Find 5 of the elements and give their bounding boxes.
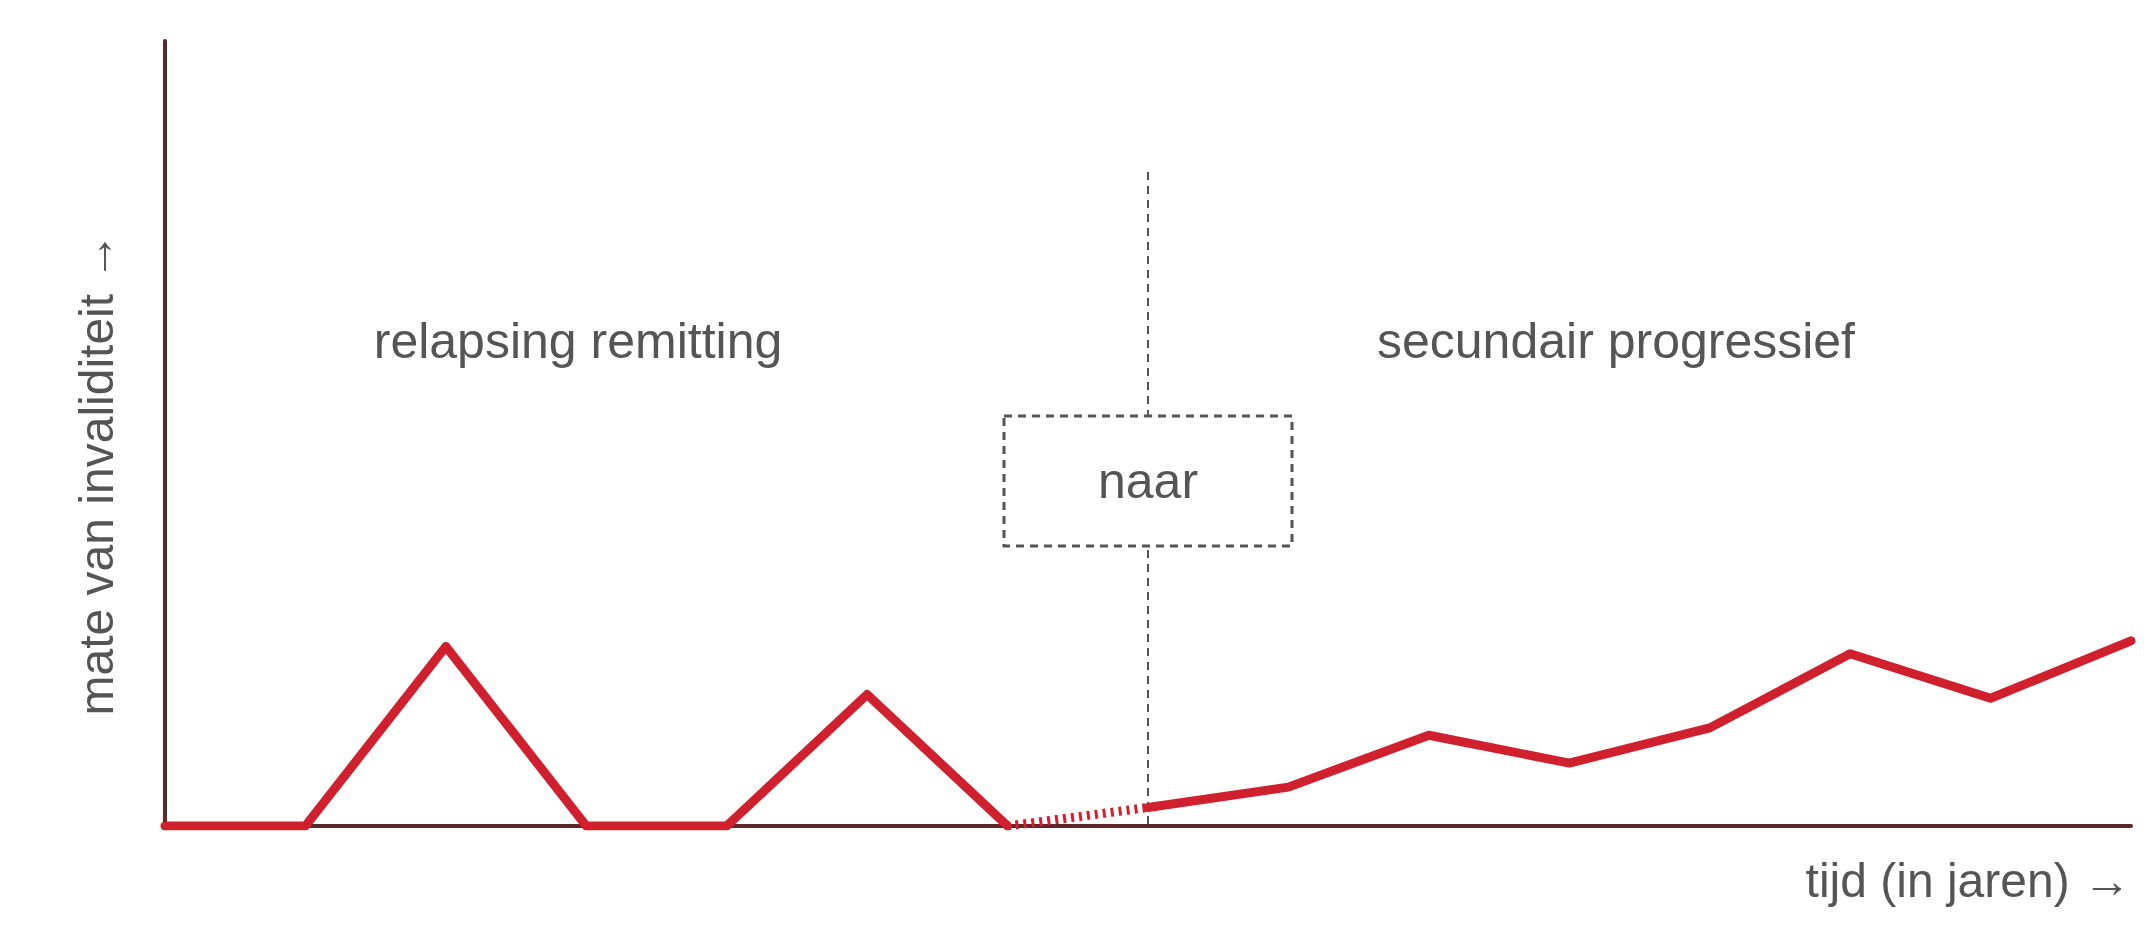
text: secundair progressief	[1376, 313, 1856, 369]
text: naar	[1097, 453, 1199, 509]
text: relapsing remitting	[373, 313, 783, 369]
y-axis-title: mate van invaliditeit →	[69, 232, 123, 716]
x-axis-title: tijd (in jaren) →	[1805, 853, 2132, 907]
